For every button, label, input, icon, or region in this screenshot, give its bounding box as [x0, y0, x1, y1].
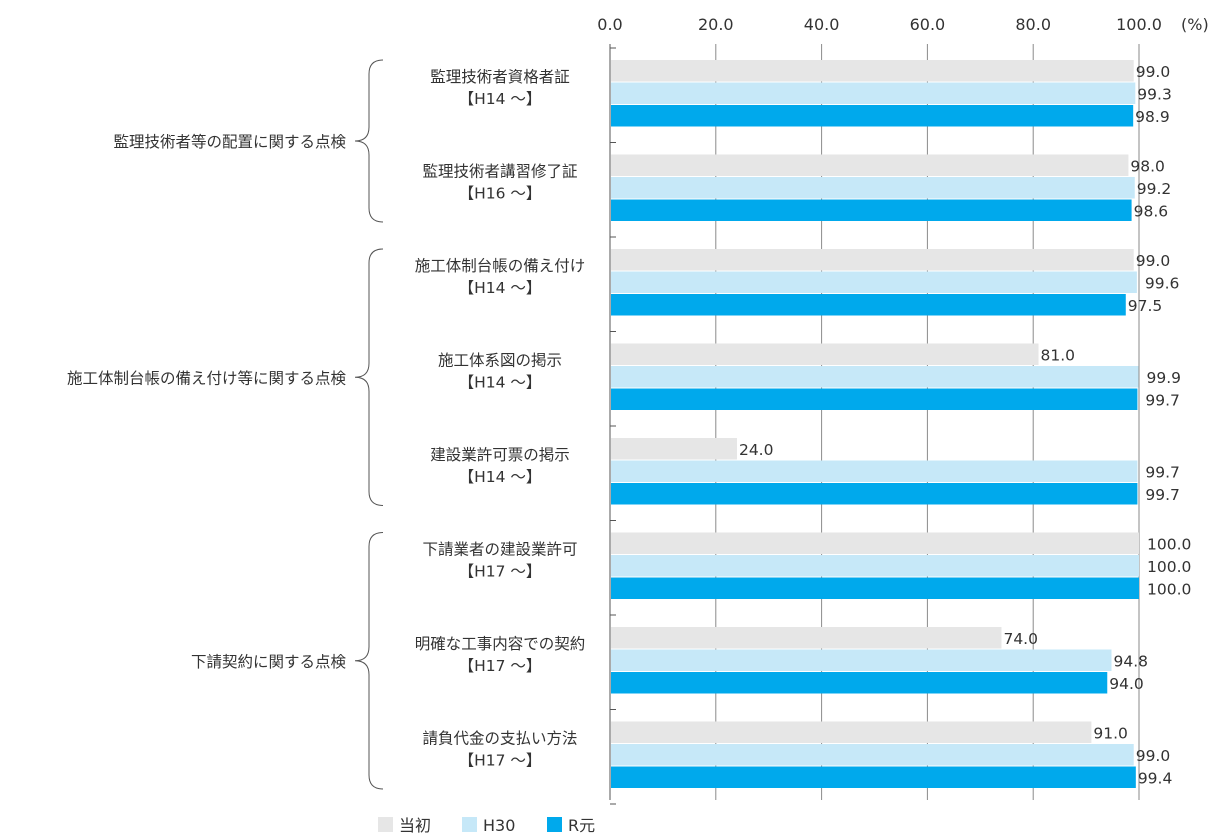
- category-period: 【H14 ～】: [459, 374, 542, 392]
- value-label: 99.7: [1145, 392, 1180, 410]
- legend-swatch: [547, 817, 562, 832]
- value-label: 99.7: [1145, 464, 1180, 482]
- value-label: 100.0: [1147, 581, 1191, 599]
- category-period: 【H17 ～】: [459, 752, 542, 770]
- group-label: 施工体制台帳の備え付け等に関する点検: [67, 369, 347, 387]
- value-label: 98.0: [1130, 158, 1165, 176]
- bar: [611, 438, 737, 460]
- x-tick-label: 80.0: [1015, 15, 1051, 34]
- group-label: 下請契約に関する点検: [191, 653, 347, 671]
- bar: [611, 388, 1138, 410]
- value-label: 99.2: [1137, 180, 1172, 198]
- x-tick-label: 40.0: [804, 15, 840, 34]
- category-period: 【H17 ～】: [459, 563, 542, 581]
- value-label: 94.0: [1109, 675, 1144, 693]
- category-label: 明確な工事内容での契約: [415, 635, 586, 653]
- bars: [611, 60, 1139, 788]
- value-label: 99.9: [1146, 369, 1181, 387]
- axis: [609, 44, 616, 805]
- legend-label: R元: [568, 816, 595, 834]
- group-bracket: [354, 532, 384, 790]
- value-label: 81.0: [1040, 347, 1075, 365]
- bar: [611, 744, 1134, 766]
- category-label: 監理技術者資格者証: [430, 68, 570, 86]
- category-period: 【H16 ～】: [459, 185, 542, 203]
- category-period: 【H14 ～】: [459, 90, 542, 108]
- bar: [611, 766, 1136, 788]
- bar: [611, 105, 1134, 127]
- x-tick-labels: 0.0 20.0 40.0 60.0 80.0 100.0: [597, 15, 1162, 34]
- bar: [611, 627, 1002, 649]
- bar: [611, 199, 1132, 221]
- value-label: 91.0: [1093, 725, 1128, 743]
- category-label: 施工体制台帳の備え付け: [415, 257, 586, 275]
- bar: [611, 649, 1112, 671]
- bar: [611, 82, 1136, 104]
- value-label: 100.0: [1147, 558, 1191, 576]
- category-label: 監理技術者講習修了証: [422, 163, 577, 181]
- category-labels: 監理技術者資格者証【H14 ～】監理技術者講習修了証【H16 ～】施工体制台帳の…: [415, 68, 586, 770]
- group-bracket: [354, 248, 384, 506]
- group-labels: 監理技術者等の配置に関する点検施工体制台帳の備え付け等に関する点検下請契約に関す…: [67, 59, 384, 790]
- bar: [611, 177, 1135, 199]
- x-tick-label: 0.0: [597, 15, 622, 34]
- bar: [611, 294, 1126, 316]
- legend-label: 当初: [399, 816, 431, 834]
- category-label: 下請業者の建設業許可: [422, 541, 577, 559]
- value-label: 99.6: [1145, 275, 1180, 293]
- bar: [611, 60, 1134, 82]
- bar: [611, 672, 1108, 694]
- category-period: 【H14 ～】: [459, 468, 542, 486]
- category-period: 【H14 ～】: [459, 279, 542, 297]
- category-period: 【H17 ～】: [459, 657, 542, 675]
- value-label: 24.0: [739, 441, 774, 459]
- group-label: 監理技術者等の配置に関する点検: [113, 133, 346, 151]
- value-label: 99.0: [1136, 252, 1171, 270]
- value-label: 98.6: [1134, 203, 1169, 221]
- group-bracket: [354, 59, 384, 223]
- value-label: 97.5: [1128, 297, 1163, 315]
- x-tick-label: 60.0: [910, 15, 946, 34]
- value-label: 98.9: [1135, 108, 1170, 126]
- x-tick-label: 100.0: [1116, 15, 1162, 34]
- bar: [611, 460, 1138, 482]
- bar: [611, 343, 1039, 365]
- unit-label: (%): [1181, 15, 1209, 34]
- legend: 当初 H30 R元: [378, 816, 595, 835]
- legend-label: H30: [483, 816, 515, 834]
- value-label: 99.0: [1136, 747, 1171, 765]
- bar: [611, 366, 1139, 388]
- category-label: 施工体系図の掲示: [438, 352, 562, 370]
- bar: [611, 721, 1092, 743]
- x-tick-label: 20.0: [698, 15, 734, 34]
- bar: [611, 555, 1139, 577]
- category-label: 建設業許可票の掲示: [430, 446, 570, 464]
- bar: [611, 154, 1129, 176]
- value-label: 99.3: [1137, 86, 1172, 104]
- bar: [611, 271, 1137, 293]
- value-label: 99.7: [1145, 486, 1180, 504]
- legend-swatch: [378, 817, 393, 832]
- legend-swatch: [462, 817, 477, 832]
- value-label: 74.0: [1003, 630, 1038, 648]
- bar: [611, 577, 1139, 599]
- value-label: 100.0: [1147, 536, 1191, 554]
- value-label: 94.8: [1113, 653, 1148, 671]
- bar: [611, 483, 1138, 505]
- value-label: 99.0: [1136, 63, 1171, 81]
- value-labels: 99.0 99.3 98.9 98.0 99.2 98.6 99.0 99.6 97.5 81.0…: [739, 63, 1191, 788]
- bar: [611, 532, 1139, 554]
- value-label: 99.4: [1138, 770, 1173, 788]
- bar: [611, 249, 1134, 271]
- category-label: 請負代金の支払い方法: [422, 730, 577, 748]
